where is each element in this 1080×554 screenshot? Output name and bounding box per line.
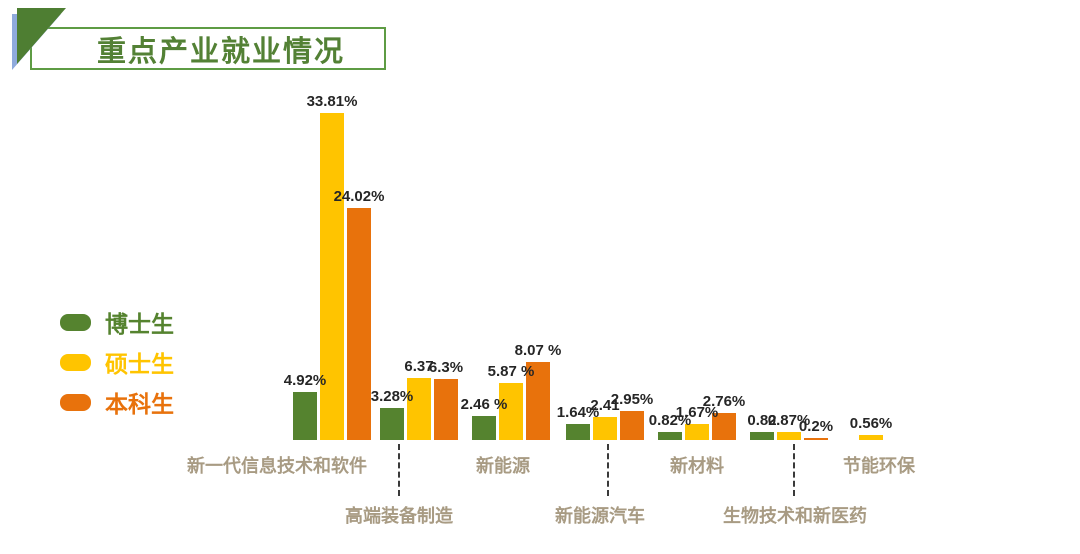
legend-label-master: 硕士生 (105, 351, 174, 377)
leader-line-生物技术和新医药 (793, 444, 795, 496)
bar-硕士生-新能源汽车 (593, 417, 617, 440)
legend-label-undergraduate: 本科生 (105, 391, 174, 417)
bar-博士生-新材料 (658, 432, 682, 440)
value-label-本科生-新一代信息技术和软件: 24.02% (333, 188, 385, 205)
value-label-本科生-高端装备制造: 6.3% (428, 359, 464, 376)
value-label-本科生-新能源: 8.07 % (514, 342, 562, 359)
legend-label-doctoral: 博士生 (105, 311, 174, 337)
bar-硕士生-新一代信息技术和软件 (320, 113, 344, 440)
leader-line-新能源汽车 (607, 444, 609, 496)
value-label-硕士生-新能源汽车: 2.41 (590, 397, 620, 414)
bar-本科生-新材料 (712, 413, 736, 440)
category-label-生物技术和新医药: 生物技术和新医药 (723, 506, 867, 526)
bar-硕士生-高端装备制造 (407, 378, 431, 440)
bar-博士生-高端装备制造 (380, 408, 404, 440)
legend-item-master: 硕士生 (60, 342, 174, 382)
value-label-博士生-高端装备制造: 3.28% (370, 388, 414, 405)
bar-博士生-新一代信息技术和软件 (293, 392, 317, 440)
legend-swatch-master (60, 353, 91, 371)
legend-item-doctoral: 博士生 (60, 302, 174, 342)
value-label-博士生-新能源: 2.46 % (460, 396, 508, 413)
bar-本科生-新能源 (526, 362, 550, 440)
chart-legend: 博士生 硕士生 本科生 (60, 302, 174, 422)
legend-item-undergraduate: 本科生 (60, 382, 174, 422)
value-label-博士生-新能源汽车: 1.64% (556, 404, 600, 421)
value-label-硕士生-节能环保: 0.56% (849, 415, 893, 432)
bar-博士生-新能源 (472, 416, 496, 440)
value-label-博士生-新一代信息技术和软件: 4.92% (283, 372, 327, 389)
value-label-本科生-新材料: 2.76% (702, 393, 746, 410)
value-label-本科生-生物技术和新医药: 0.2% (798, 418, 834, 435)
bar-本科生-高端装备制造 (434, 379, 458, 440)
bar-本科生-生物技术和新医药 (804, 438, 828, 440)
legend-swatch-undergraduate (60, 393, 91, 411)
page-title: 重点产业就业情况 (96, 35, 345, 68)
value-label-硕士生-新一代信息技术和软件: 33.81% (306, 93, 358, 110)
category-label-新能源汽车: 新能源汽车 (555, 506, 645, 526)
value-label-硕士生-新材料: 1.67% (675, 404, 719, 421)
corner-triangle-icon (12, 8, 66, 70)
bar-博士生-新能源汽车 (566, 424, 590, 440)
value-label-博士生-生物技术和新医药: 0.82 (747, 412, 777, 429)
category-label-节能环保: 节能环保 (843, 456, 915, 476)
category-label-高端装备制造: 高端装备制造 (345, 506, 453, 526)
leader-line-高端装备制造 (398, 444, 400, 496)
bar-硕士生-新材料 (685, 424, 709, 440)
bar-本科生-新能源汽车 (620, 411, 644, 440)
bar-硕士生-节能环保 (859, 435, 883, 440)
value-label-硕士生-高端装备制造: 6.37 (404, 358, 434, 375)
value-label-本科生-新能源汽车: 2.95% (610, 391, 654, 408)
bar-本科生-新一代信息技术和软件 (347, 208, 371, 440)
bar-博士生-生物技术和新医药 (750, 432, 774, 440)
title-box: 重点产业就业情况 (30, 27, 386, 70)
bar-硕士生-新能源 (499, 383, 523, 440)
value-label-博士生-新材料: 0.82% (648, 412, 692, 429)
bar-硕士生-生物技术和新医药 (777, 432, 801, 440)
category-label-新材料: 新材料 (670, 456, 724, 476)
value-label-硕士生-生物技术和新医药: 0.87% (767, 412, 811, 429)
value-label-硕士生-新能源: 5.87 % (487, 363, 535, 380)
category-label-新一代信息技术和软件: 新一代信息技术和软件 (187, 456, 367, 476)
category-label-新能源: 新能源 (476, 456, 530, 476)
legend-swatch-doctoral (60, 313, 91, 331)
